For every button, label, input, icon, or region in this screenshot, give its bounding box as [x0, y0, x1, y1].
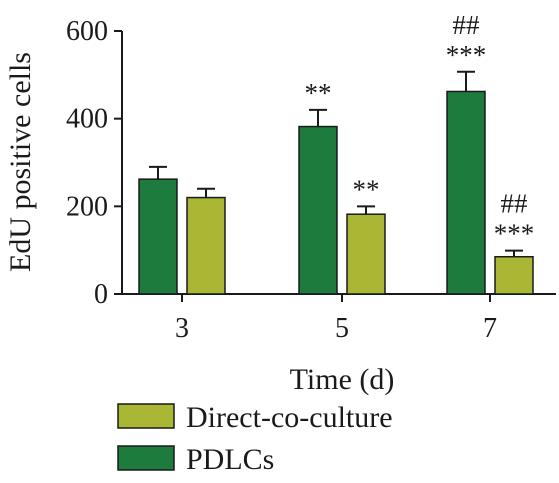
y-tick-label: 0 — [94, 279, 108, 310]
y-tick-label: 600 — [66, 16, 108, 47]
x-tick-label: 5 — [335, 313, 349, 344]
x-tick-label: 7 — [483, 313, 497, 344]
significance-marker: *** — [446, 40, 487, 70]
bar-pdlcs-3 — [138, 178, 178, 295]
significance-marker: ## — [501, 189, 529, 219]
significance-marker: ## — [453, 10, 481, 40]
y-axis-label: EdU positive cells — [4, 52, 37, 272]
bar-pdlcs-5 — [298, 125, 338, 295]
legend: Direct-co-culture PDLCs — [117, 401, 393, 476]
x-tick-label: 3 — [175, 313, 189, 344]
significance-marker: *** — [494, 219, 535, 249]
bar-direct-co-culture-3 — [186, 196, 226, 295]
y-tick-label: 200 — [66, 191, 108, 222]
bar-direct-co-culture-7 — [494, 255, 534, 295]
legend-swatch — [117, 403, 175, 429]
y-tick-label: 400 — [66, 104, 108, 135]
bars: *****##*****## — [138, 10, 535, 295]
legend-label: PDLCs — [186, 443, 274, 476]
legend-label: Direct-co-culture — [186, 401, 393, 434]
tick-labels: 0 200 400 600 3 5 7 — [66, 16, 497, 344]
bar-direct-co-culture-5 — [346, 213, 386, 295]
bar-pdlcs-7 — [446, 90, 486, 295]
legend-swatch — [117, 445, 175, 471]
significance-marker: ** — [353, 174, 380, 204]
significance-marker: ** — [305, 78, 332, 108]
x-axis-label: Time (d) — [290, 363, 395, 396]
